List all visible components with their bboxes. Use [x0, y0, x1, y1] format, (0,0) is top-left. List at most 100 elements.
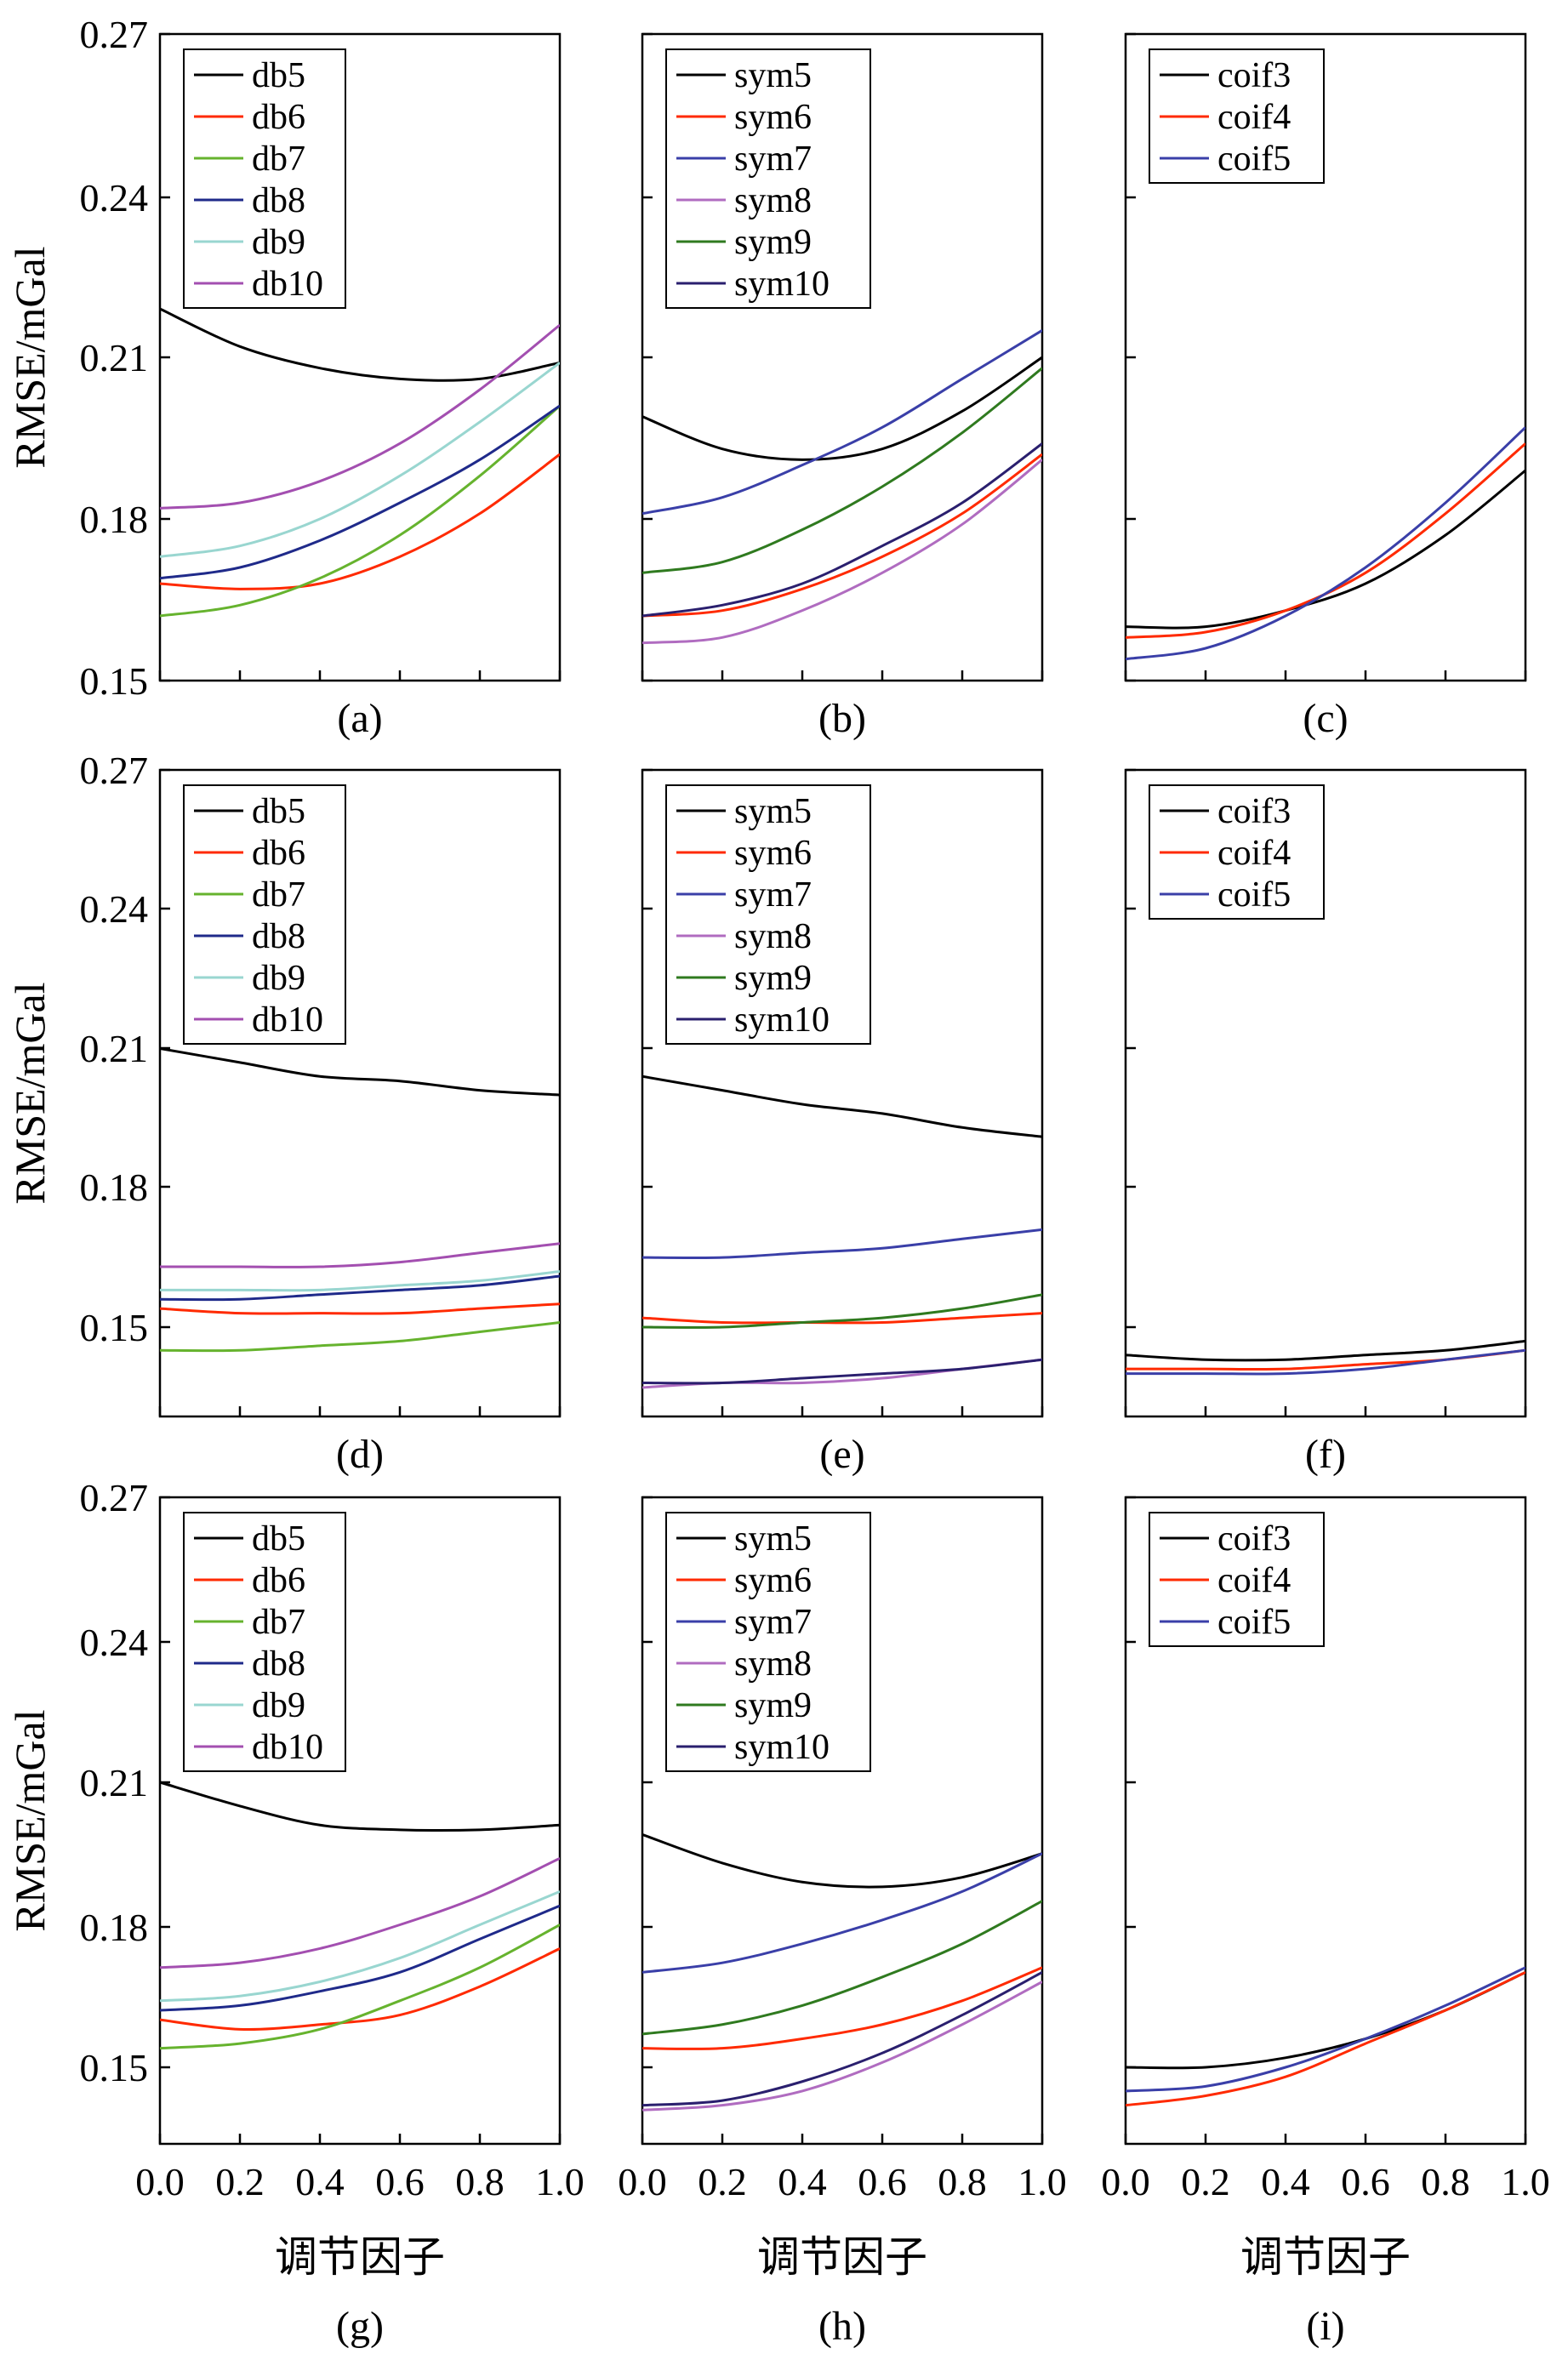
series-group [1126, 1966, 1525, 2107]
panel-g: 0.15 0.18 0.21 0.24 0.27 0.0 0.2 0.4 0.6 0.8 1.0 db… [80, 1476, 584, 2349]
legend-label-db7: db7 [252, 140, 305, 179]
x-tick-label: 0.6 [375, 2160, 425, 2203]
line-db7 [160, 1924, 560, 2050]
legend [183, 48, 346, 309]
x-tick-label: 0.2 [1181, 2160, 1230, 2203]
line-db6 [160, 1947, 560, 2031]
series-group [642, 329, 1042, 645]
y-axis-label: RMSE/mGal [6, 982, 54, 1204]
panel-title: (e) [819, 1432, 864, 1477]
x-tick-label: 0.8 [1421, 2160, 1470, 2203]
legend-label-sym10: sym10 [734, 1728, 830, 1767]
legend-label-coif3: coif3 [1217, 56, 1291, 95]
line-db8 [160, 1904, 560, 2012]
line-sym7 [642, 329, 1042, 516]
line-coif5 [1126, 1348, 1525, 1376]
line-db8 [160, 1274, 560, 1302]
legend [665, 48, 871, 309]
line-sym6 [642, 1966, 1042, 2050]
legend-label-db10: db10 [252, 1728, 323, 1767]
line-db8 [160, 404, 560, 580]
y-tick-label: 0.24 [80, 887, 149, 931]
line-db9 [160, 362, 560, 558]
legend-label-coif4: coif4 [1217, 834, 1291, 873]
line-sym9 [642, 1900, 1042, 2036]
legend-label-db8: db8 [252, 1644, 305, 1684]
line-coif3 [1126, 1339, 1525, 1362]
line-coif3 [1126, 469, 1525, 630]
legend-label-sym6: sym6 [734, 834, 812, 873]
y-tick-label: 0.27 [80, 1476, 149, 1519]
y-tick-label: 0.18 [80, 498, 149, 541]
x-tick-label: 0.8 [938, 2160, 987, 2203]
panel-title: (c) [1303, 696, 1348, 741]
legend-label-coif5: coif5 [1217, 140, 1291, 179]
y-axis-label: RMSE/mGal [6, 1709, 54, 1931]
axes-frame [158, 768, 562, 1418]
line-sym6 [642, 453, 1042, 618]
panel-title: (a) [337, 696, 382, 741]
x-axis-label: 调节因子 [1240, 2232, 1411, 2282]
legend-label-sym8: sym8 [734, 917, 812, 956]
panel-title: (i) [1306, 2304, 1344, 2349]
y-tick-label: 0.18 [80, 1166, 149, 1209]
series-group [1126, 426, 1525, 661]
line-db5 [160, 307, 560, 382]
line-db6 [160, 1302, 560, 1315]
series-group [1126, 1339, 1525, 1376]
legend-label-db7: db7 [252, 875, 305, 915]
legend-label-sym5: sym5 [734, 792, 812, 831]
panel-title: (h) [818, 2304, 866, 2349]
series-group [160, 1781, 560, 2050]
line-coif4 [1126, 1970, 1525, 2107]
line-sym6 [642, 1312, 1042, 1325]
x-tick-label: 1.0 [1501, 2160, 1550, 2203]
line-db5 [160, 1047, 560, 1097]
line-db10 [160, 1242, 560, 1268]
line-db6 [160, 453, 560, 590]
series-group [160, 1047, 560, 1353]
legend-label-db9: db9 [252, 223, 305, 262]
panel-title: (b) [818, 696, 866, 741]
legend-label-sym7: sym7 [734, 875, 812, 915]
legend-label-sym9: sym9 [734, 959, 812, 998]
x-tick-label: 0.2 [698, 2160, 747, 2203]
legend-label-sym9: sym9 [734, 223, 812, 262]
legend-label-db10: db10 [252, 1000, 323, 1040]
legend-label-db5: db5 [252, 792, 305, 831]
legend-label-sym6: sym6 [734, 98, 812, 137]
legend-label-sym9: sym9 [734, 1686, 812, 1725]
legend-label-db6: db6 [252, 834, 305, 873]
panel-title: (f) [1305, 1432, 1346, 1477]
y-axis-label: RMSE/mGal [6, 246, 54, 468]
panel-title: (g) [336, 2304, 384, 2349]
line-sym10 [642, 1358, 1042, 1385]
x-tick-label: 0.2 [215, 2160, 265, 2203]
legend-label-sym6: sym6 [734, 1561, 812, 1600]
line-sym9 [642, 367, 1042, 574]
axes-frame [158, 1496, 562, 2146]
line-db7 [160, 1321, 560, 1353]
line-coif4 [1126, 442, 1525, 639]
legend-label-db9: db9 [252, 959, 305, 998]
legend-label-sym5: sym5 [734, 56, 812, 95]
line-sym9 [642, 1293, 1042, 1329]
axes-frame [1124, 1496, 1527, 2146]
legend-label-db10: db10 [252, 265, 323, 304]
line-sym10 [642, 442, 1042, 618]
y-tick-label: 0.24 [80, 176, 149, 219]
line-db10 [160, 323, 560, 510]
line-coif5 [1126, 426, 1525, 661]
x-axis-label: 调节因子 [757, 2232, 927, 2282]
x-tick-label: 0.8 [455, 2160, 505, 2203]
line-db5 [160, 1781, 560, 1832]
legend-label-db6: db6 [252, 98, 305, 137]
legend-label-coif3: coif3 [1217, 792, 1291, 831]
legend-label-sym8: sym8 [734, 1644, 812, 1684]
line-coif5 [1126, 1966, 1525, 2093]
y-tick-label: 0.21 [80, 336, 149, 379]
legend-label-coif4: coif4 [1217, 1561, 1291, 1600]
